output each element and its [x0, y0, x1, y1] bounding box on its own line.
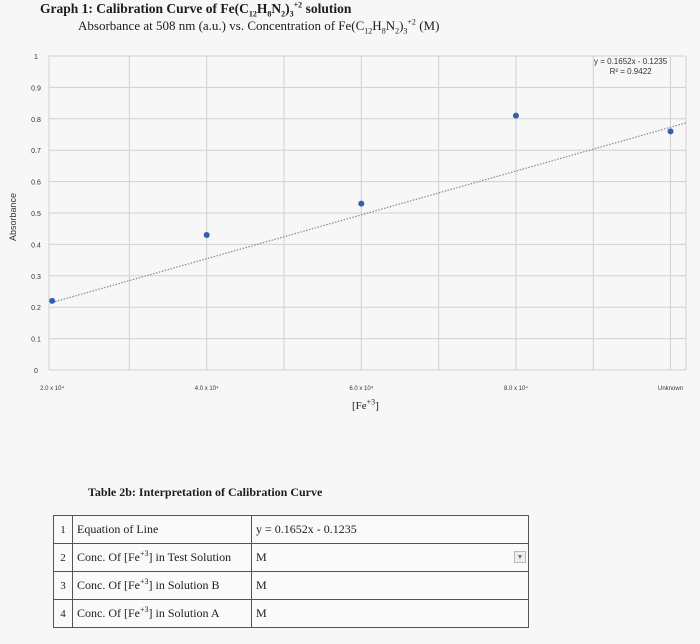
row-label: Conc. Of [Fe+3] in Test Solution [72, 543, 252, 572]
data-point [203, 231, 210, 238]
chart-grid [48, 55, 687, 371]
solution-a-value-cell[interactable]: M [251, 599, 529, 628]
y-axis-label: Absorbance [8, 192, 18, 242]
row-label: Conc. Of [Fe+3] in Solution B [72, 571, 252, 600]
x-tick-label: 4.0 x 10⁴ [195, 385, 219, 392]
table-row: 3 Conc. Of [Fe+3] in Solution B M [53, 571, 529, 600]
x-tick-label: 6.0 x 10⁴ [349, 385, 373, 392]
equation-value-cell[interactable]: y = 0.1652x - 0.1235 [251, 515, 529, 544]
trendline-equation: y = 0.1652x - 0.1235 [594, 57, 668, 66]
row-number: 1 [53, 515, 73, 544]
chart-title-block: Graph 1: Calibration Curve of Fe(C12H8N2… [40, 0, 540, 36]
data-point [512, 112, 519, 119]
table-row: 1 Equation of Line y = 0.1652x - 0.1235 [53, 515, 529, 544]
trendline-equation-box: y = 0.1652x - 0.1235 R² = 0.9422 [594, 57, 667, 77]
row-number: 3 [53, 571, 73, 600]
y-tick-label: 0.3 [31, 274, 41, 281]
y-tick-label: 0.7 [31, 148, 41, 155]
y-tick-label: 0.8 [31, 117, 41, 124]
chart-trendline-layer [51, 122, 687, 304]
interpretation-table: 1 Equation of Line y = 0.1652x - 0.1235 … [53, 515, 529, 628]
y-tick-label: 0.4 [31, 242, 41, 249]
chart-points [49, 112, 674, 304]
dropdown-arrow-icon[interactable]: ▼ [514, 551, 526, 563]
chart-axes: 0 0.1 0.2 0.3 0.4 0.5 0.6 0.7 0.8 0.9 1 2.0 x 10⁴ 4.… [31, 54, 683, 392]
table-row: 4 Conc. Of [Fe+3] in Solution A M [53, 599, 529, 628]
solution-b-value-cell[interactable]: M [251, 571, 529, 600]
x-tick-label: 8.0 x 10⁴ [504, 385, 528, 392]
x-tick-label: Unknown [658, 386, 683, 392]
y-tick-label: 0 [34, 368, 38, 375]
x-axis-label: [Fe+3] [352, 397, 379, 412]
unit-label: M [256, 550, 267, 564]
chart-title: Graph 1: Calibration Curve of Fe(C12H8N2… [40, 0, 352, 19]
y-tick-label: 0.5 [31, 211, 41, 218]
data-point [49, 297, 56, 304]
row-number: 2 [53, 543, 73, 572]
y-tick-label: 1 [34, 54, 38, 61]
y-tick-label: 0.1 [31, 337, 41, 344]
table-row: 2 Conc. Of [Fe+3] in Test Solution M ▼ [53, 543, 529, 572]
table-title: Table 2b: Interpretation of Calibration … [88, 485, 323, 499]
test-solution-value-cell[interactable]: M ▼ [251, 543, 529, 572]
calibration-chart: 0 0.1 0.2 0.3 0.4 0.5 0.6 0.7 0.8 0.9 1 2.0 x 10⁴ 4.… [31, 54, 687, 392]
trendline [51, 122, 687, 304]
row-label: Equation of Line [72, 515, 252, 544]
row-number: 4 [53, 599, 73, 628]
trendline-r2: R² = 0.9422 [609, 67, 652, 76]
data-point [358, 200, 365, 207]
x-tick-label: 2.0 x 10⁴ [40, 385, 64, 392]
y-tick-label: 0.6 [31, 180, 41, 187]
chart-subtitle: Absorbance at 508 nm (a.u.) vs. Concentr… [78, 17, 440, 36]
row-label: Conc. Of [Fe+3] in Solution A [72, 599, 252, 628]
data-point [667, 128, 674, 135]
y-tick-label: 0.2 [31, 305, 41, 312]
y-tick-label: 0.9 [31, 85, 41, 92]
